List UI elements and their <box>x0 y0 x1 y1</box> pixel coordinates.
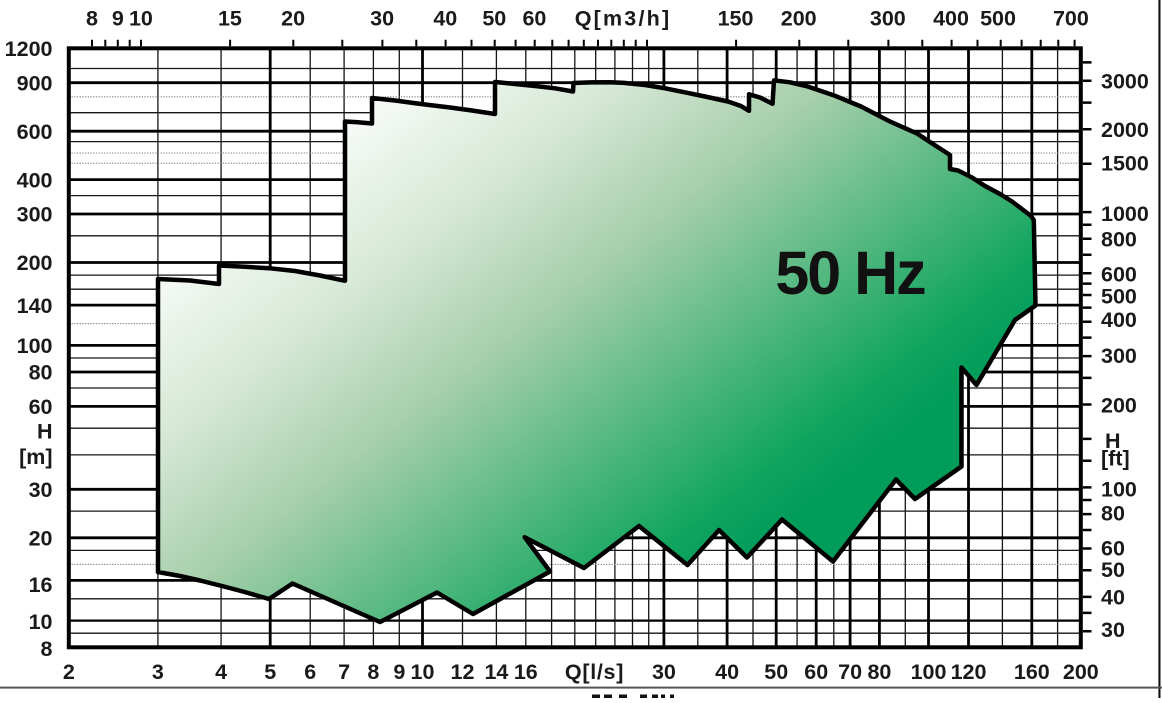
svg-text:900: 900 <box>17 71 53 95</box>
svg-text:8: 8 <box>41 637 53 661</box>
svg-text:16: 16 <box>514 660 538 684</box>
svg-text:160: 160 <box>1014 660 1050 684</box>
svg-text:60: 60 <box>804 660 828 684</box>
svg-text:15: 15 <box>218 7 242 31</box>
svg-text:12: 12 <box>451 660 475 684</box>
svg-text:50 Hz: 50 Hz <box>775 239 925 307</box>
svg-text:1000: 1000 <box>1101 202 1149 226</box>
svg-text:150: 150 <box>718 7 754 31</box>
svg-text:40: 40 <box>1101 586 1125 610</box>
svg-text:4: 4 <box>215 660 227 684</box>
svg-text:1200: 1200 <box>5 37 53 61</box>
svg-text:6: 6 <box>304 660 316 684</box>
svg-text:30: 30 <box>29 478 53 502</box>
svg-text:600: 600 <box>17 120 53 144</box>
svg-text:700: 700 <box>1053 7 1089 31</box>
svg-text:14: 14 <box>484 660 508 684</box>
svg-text:300: 300 <box>870 7 906 31</box>
svg-text:300: 300 <box>17 203 53 227</box>
svg-text:3000: 3000 <box>1101 70 1149 94</box>
svg-text:400: 400 <box>1101 308 1137 332</box>
svg-text:20: 20 <box>281 7 305 31</box>
svg-text:1500: 1500 <box>1101 152 1149 176</box>
svg-text:H: H <box>37 420 53 444</box>
svg-text:60: 60 <box>522 7 546 31</box>
svg-text:[ft]: [ft] <box>1101 447 1130 471</box>
svg-text:60: 60 <box>29 395 53 419</box>
svg-text:50: 50 <box>1101 558 1125 582</box>
svg-text:40: 40 <box>715 660 739 684</box>
svg-text:8: 8 <box>86 7 98 31</box>
svg-text:80: 80 <box>1101 502 1125 526</box>
svg-text:2: 2 <box>63 660 75 684</box>
svg-text:30: 30 <box>370 7 394 31</box>
svg-text:30: 30 <box>652 660 676 684</box>
svg-text:Q[l/s]: Q[l/s] <box>565 660 624 684</box>
svg-text:200: 200 <box>17 251 53 275</box>
svg-text:80: 80 <box>29 361 53 385</box>
svg-text:50: 50 <box>482 7 506 31</box>
svg-text:2000: 2000 <box>1101 118 1149 142</box>
svg-text:Q[m3/h]: Q[m3/h] <box>575 7 672 31</box>
svg-text:16: 16 <box>29 573 53 597</box>
svg-text:5: 5 <box>264 660 276 684</box>
svg-text:7: 7 <box>338 660 350 684</box>
svg-text:100: 100 <box>911 660 947 684</box>
svg-text:10: 10 <box>411 660 435 684</box>
svg-text:[m]: [m] <box>19 445 52 469</box>
svg-text:10: 10 <box>29 610 53 634</box>
svg-text:200: 200 <box>1063 660 1099 684</box>
svg-text:500: 500 <box>1101 285 1137 309</box>
svg-text:140: 140 <box>17 294 53 318</box>
svg-text:9: 9 <box>393 660 405 684</box>
svg-text:40: 40 <box>433 7 457 31</box>
svg-text:H: H <box>1105 429 1121 453</box>
svg-text:50: 50 <box>764 660 788 684</box>
svg-text:80: 80 <box>867 660 891 684</box>
svg-text:200: 200 <box>781 7 817 31</box>
svg-text:600: 600 <box>1101 262 1137 286</box>
svg-text:3: 3 <box>152 660 164 684</box>
svg-text:200: 200 <box>1101 394 1137 418</box>
svg-text:10: 10 <box>129 7 153 31</box>
svg-text:300: 300 <box>1101 344 1137 368</box>
svg-text:800: 800 <box>1101 227 1137 251</box>
svg-text:120: 120 <box>951 660 987 684</box>
svg-text:60: 60 <box>1101 537 1125 561</box>
svg-text:400: 400 <box>17 168 53 192</box>
svg-text:70: 70 <box>838 660 862 684</box>
svg-text:30: 30 <box>1101 618 1125 642</box>
svg-text:500: 500 <box>980 7 1016 31</box>
svg-text:100: 100 <box>1101 478 1137 502</box>
svg-text:20: 20 <box>29 527 53 551</box>
svg-text:100: 100 <box>17 334 53 358</box>
svg-text:8: 8 <box>367 660 379 684</box>
svg-text:9: 9 <box>112 7 124 31</box>
svg-text:400: 400 <box>933 7 969 31</box>
